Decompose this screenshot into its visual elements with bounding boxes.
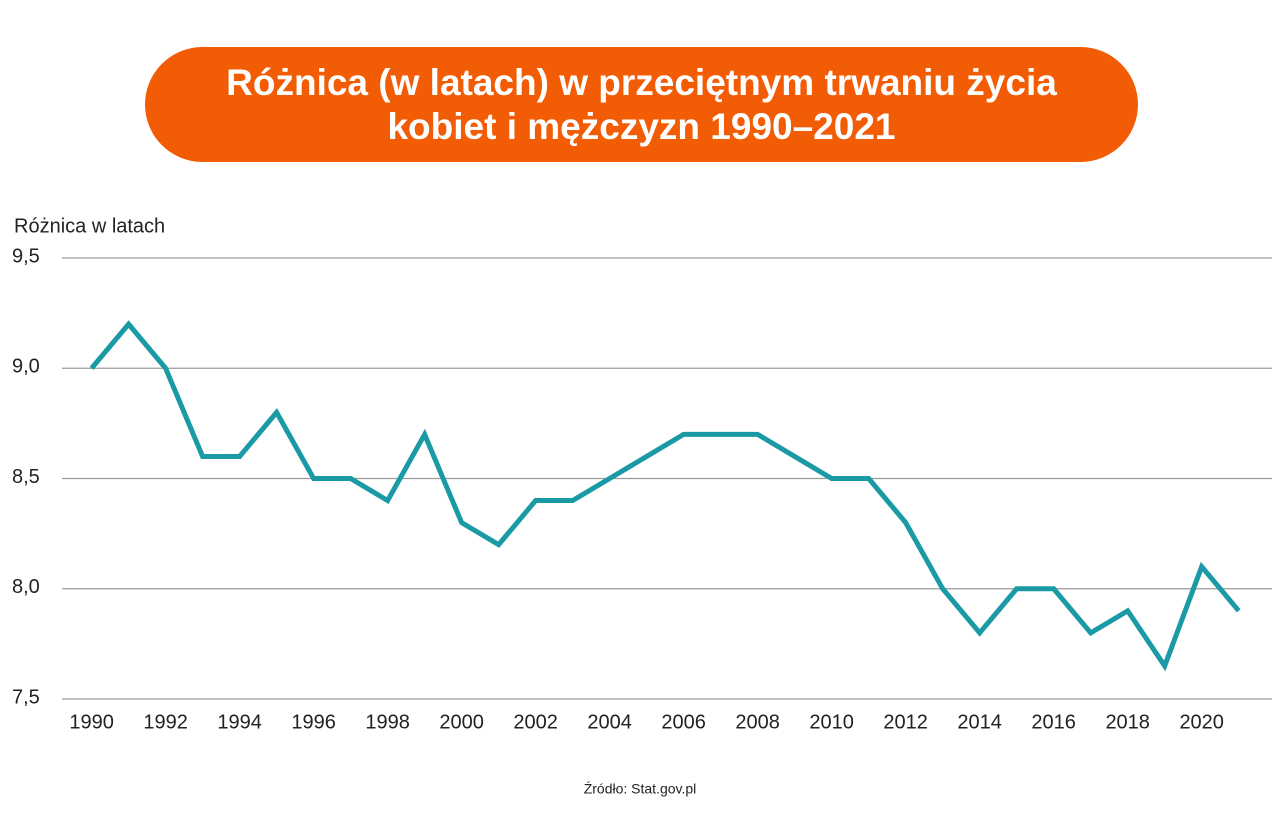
chart-title: Różnica (w latach) w przeciętnym trwaniu…	[226, 61, 1057, 147]
x-tick-label: 2018	[1105, 711, 1150, 733]
x-tick-label: 2008	[735, 711, 780, 733]
x-tick-label: 1996	[291, 711, 336, 733]
x-tick-label: 1994	[217, 711, 262, 733]
y-tick-label: 8,0	[12, 576, 40, 598]
x-tick-label: 1998	[365, 711, 410, 733]
source: Źródło: Stat.gov.pl	[584, 781, 697, 797]
y-axis-label: Różnica w latach	[14, 215, 165, 237]
x-tick-label: 2016	[1031, 711, 1076, 733]
y-tick-label: 9,0	[12, 356, 40, 378]
y-tick-label: 8,5	[12, 466, 40, 488]
x-tick-label: 2014	[957, 711, 1002, 733]
y-tick-label: 7,5	[12, 686, 40, 708]
title-banner: Różnica (w latach) w przeciętnym trwaniu…	[145, 47, 1138, 162]
x-tick-label: 2002	[513, 711, 558, 733]
x-tick-label: 2006	[661, 711, 706, 733]
x-tick-label: 2004	[587, 711, 632, 733]
x-tick-label: 2020	[1179, 711, 1224, 733]
x-tick-label: 2000	[439, 711, 484, 733]
y-tick-label: 9,5	[12, 245, 40, 267]
x-tick-label: 1990	[69, 711, 114, 733]
data-line	[89, 320, 1241, 672]
x-tick-label: 1992	[143, 711, 188, 733]
x-tick-label: 2010	[809, 711, 854, 733]
x-tick-label: 2012	[883, 711, 928, 733]
